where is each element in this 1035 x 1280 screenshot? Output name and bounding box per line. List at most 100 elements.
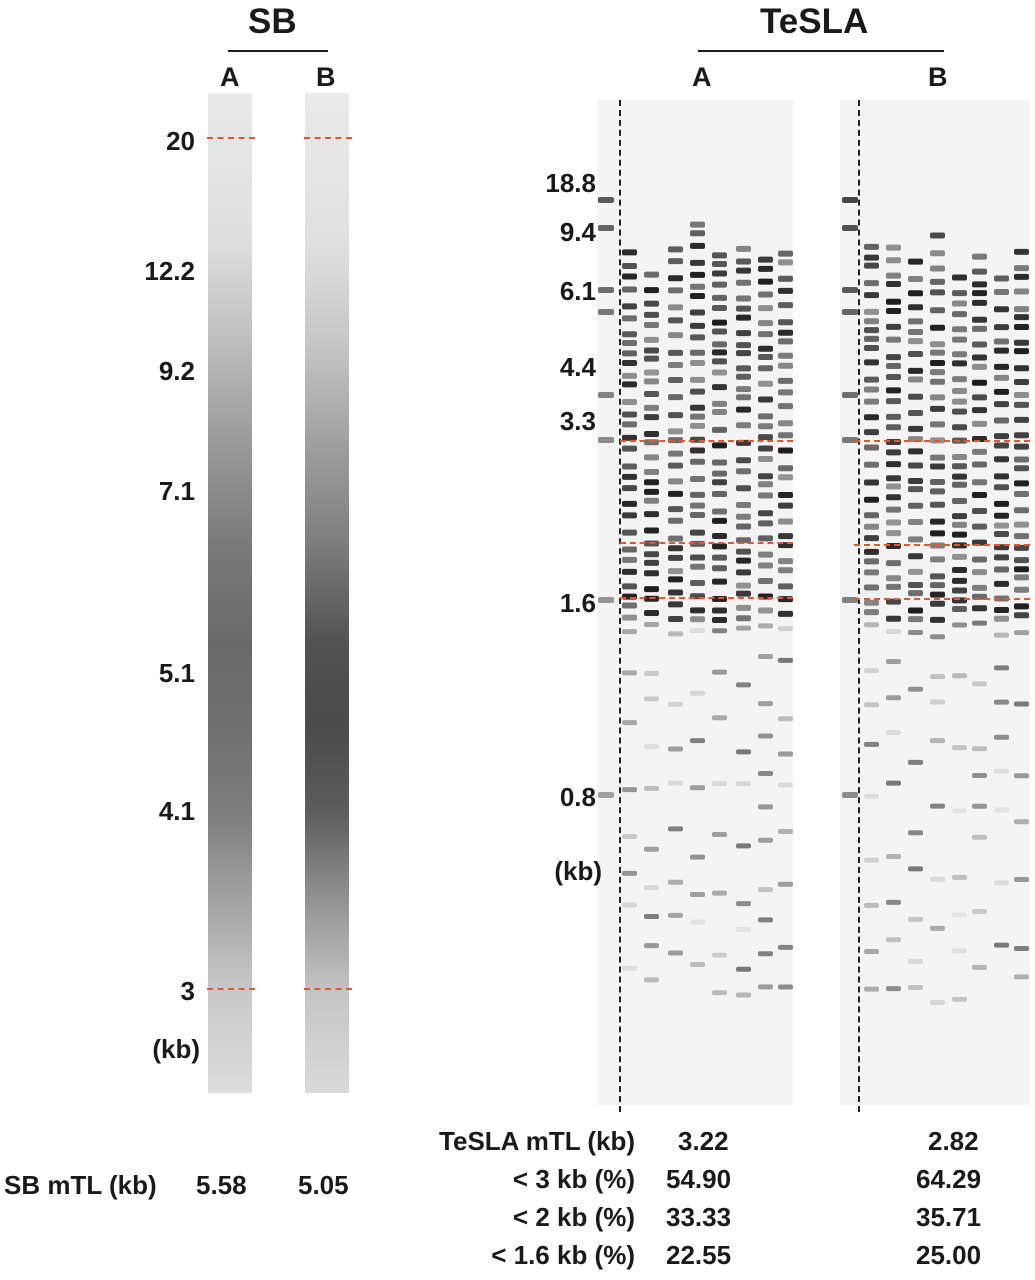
tesla-b-lane-band — [864, 429, 879, 436]
tesla-b-lane-band — [994, 580, 1009, 587]
tesla-b-lane-band — [908, 304, 923, 311]
tesla-b-lane-band — [930, 405, 945, 412]
tesla-b-lane-band — [972, 556, 987, 563]
tesla-a-lane-band — [622, 787, 637, 793]
tesla-b-lane-band — [908, 536, 923, 543]
tesla-b-lane-band — [908, 486, 923, 493]
tesla-title: TeSLA — [760, 2, 869, 41]
tesla-a-lane-band — [758, 473, 773, 480]
tesla-a-lane-band — [778, 881, 793, 887]
tesla-a-lane-band — [690, 579, 705, 586]
tesla-a-lane-band — [668, 317, 683, 324]
tesla-b-lane-band — [908, 830, 923, 836]
tesla-b-lane-band — [1014, 574, 1029, 581]
tesla-a-lane-band — [712, 565, 727, 572]
tesla-stat-a-3kb: 54.90 — [666, 1164, 732, 1194]
tesla-a-lane-band — [758, 265, 773, 272]
tesla-b-lane-band — [864, 902, 879, 908]
tesla-b-lane-band — [1014, 443, 1029, 450]
tesla-b-lane-band — [908, 553, 923, 560]
tesla-stat-label-mtl: TeSLA mTL (kb) — [439, 1126, 635, 1156]
tesla-b-lane-band — [952, 274, 967, 281]
tesla-a-lane-band — [778, 657, 793, 663]
tesla-b-lane-band — [994, 807, 1009, 813]
tesla-b-lane-band — [952, 605, 967, 612]
tesla-b-lane-band — [972, 420, 987, 427]
ladder-band-b — [842, 225, 858, 231]
tesla-b-lane-band — [886, 615, 901, 622]
tesla-b-lane-band — [908, 462, 923, 469]
tesla-b-lane-band — [1014, 974, 1029, 980]
tesla-b-lane-band — [908, 629, 923, 635]
tesla-a-lane-band — [736, 342, 751, 349]
tesla-b-lane-band — [886, 853, 901, 859]
tesla-a-lane-band — [644, 610, 659, 617]
tesla-b-lane-band — [952, 311, 967, 318]
tesla-a-lane-band — [712, 554, 727, 561]
tesla-b-lane-band — [1014, 819, 1029, 825]
sb-dash-20-a — [207, 137, 255, 139]
tesla-b-lane-band — [886, 659, 901, 665]
tesla-divider-b — [858, 100, 860, 1112]
tesla-b-lane-band — [886, 695, 901, 701]
tesla-a-lane-band — [712, 517, 727, 524]
tesla-a-lane-band — [758, 917, 773, 923]
tesla-a-lane-band — [690, 422, 705, 429]
tesla-a-lane-band — [758, 551, 773, 558]
tesla-b-lane-band — [864, 702, 879, 708]
tesla-a-lane-band — [778, 287, 793, 294]
tesla-a-lane-band — [712, 270, 727, 277]
tesla-b-lane-band — [908, 367, 923, 374]
tesla-b-lane-band — [994, 306, 1009, 313]
tesla-b-lane-band — [952, 326, 967, 333]
tesla-b-lane-band — [930, 738, 945, 744]
tesla-a-lane-band — [778, 389, 793, 396]
tesla-a-lane-band — [712, 470, 727, 477]
ladder-band-a — [598, 287, 614, 293]
tesla-b-lane-band — [1014, 379, 1029, 386]
tesla-a-lane-band — [622, 434, 637, 441]
tesla-a-lane-band — [758, 804, 773, 810]
tesla-a-lane-band — [690, 322, 705, 329]
tesla-b-lane-band — [994, 388, 1009, 395]
tesla-b-lane-band — [864, 243, 879, 250]
tesla-a-lane-band — [644, 488, 659, 495]
tesla-b-lane-band — [1014, 306, 1029, 313]
tesla-b-lane-band — [864, 558, 879, 565]
tesla-b-lane-band — [1014, 456, 1029, 463]
tesla-a-lane-band — [644, 468, 659, 475]
tesla-a-lane-band — [712, 607, 727, 614]
tesla-b-lane-band — [994, 401, 1009, 408]
tesla-a-lane-band — [778, 377, 793, 384]
tesla-a-lane-band — [758, 510, 773, 517]
tesla-a-lane-band — [778, 420, 793, 427]
tesla-a-lane-band — [644, 622, 659, 628]
tesla-b-lane-band — [994, 442, 1009, 449]
tesla-b-lane-band — [1014, 416, 1029, 423]
tesla-b-lane-band — [994, 338, 1009, 345]
tesla-b-lane-band — [864, 584, 879, 591]
tesla-dash-1-6kb-b — [854, 598, 1030, 600]
tesla-b-lane-band — [908, 275, 923, 282]
tesla-b-lane-band — [1014, 586, 1029, 593]
tesla-b-lane-band — [952, 481, 967, 488]
tesla-b-lane-band — [1014, 314, 1029, 321]
tesla-b-lane-band — [886, 461, 901, 468]
tesla-b-lane-band — [1014, 533, 1029, 540]
tesla-a-lane-band — [668, 377, 683, 384]
tesla-a-lane-band — [712, 669, 727, 675]
tesla-a-lane-band — [736, 501, 751, 508]
tesla-b-lane-band — [952, 996, 967, 1002]
tesla-b-lane-band — [864, 461, 879, 468]
tesla-a-lane-band — [778, 491, 793, 498]
tesla-a-lane-band — [758, 331, 773, 338]
tesla-a-lane-band — [712, 369, 727, 376]
tesla-a-lane-band — [690, 221, 705, 228]
tesla-a-lane-band — [668, 912, 683, 918]
tesla-a-lane-band — [736, 386, 751, 393]
sb-title-underline — [228, 50, 328, 52]
tesla-a-lane-band — [644, 785, 659, 791]
tesla-b-lane-band — [908, 916, 923, 922]
tesla-b-lane-band — [952, 673, 967, 679]
tesla-a-lane-band — [778, 567, 793, 574]
